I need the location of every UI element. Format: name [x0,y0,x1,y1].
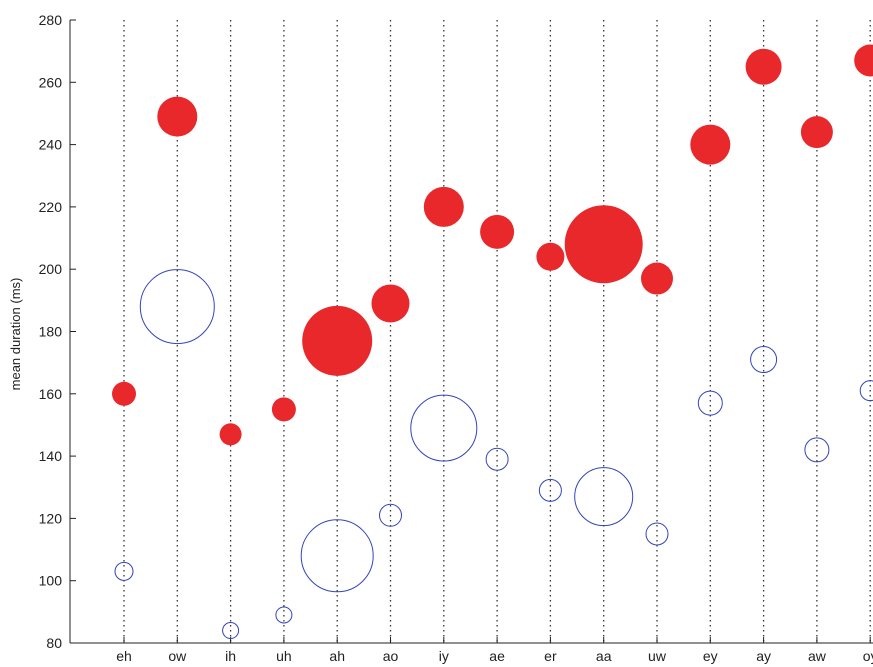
filled-circle-series [112,44,873,446]
x-axis-ticks: eh ow ih uh ah ao iy ae er aa uw ey ay aw oy [116,637,873,664]
open-bubble-ao [379,503,402,527]
filled-bubble-uw [641,262,673,295]
y-tick-label: 280 [39,12,63,28]
filled-bubble-ih [219,423,242,446]
x-tick-label-ah: ah [329,648,345,664]
filled-bubble-ay [745,48,782,85]
open-bubble-uw [645,522,669,546]
y-axis-ticks: 80 100 120 140 160 180 200 220 240 260 280 [39,12,76,651]
x-tick-label-aw: aw [808,648,827,664]
open-bubble-aa [574,467,634,527]
category-gridlines [123,20,871,643]
filled-bubble-aa [564,205,643,284]
y-tick-label: 260 [39,74,63,90]
open-bubble-er [538,478,562,502]
open-bubble-iy [410,394,478,462]
filled-bubble-ey [690,124,731,165]
y-tick-label: 160 [39,386,63,402]
filled-bubble-ah [302,305,373,376]
y-tick-label: 100 [39,573,63,589]
filled-bubble-uh [271,397,296,422]
open-bubble-ah [300,519,374,593]
open-bubble-aw [804,437,830,463]
filled-bubble-aw [800,116,833,149]
filled-bubble-er [536,242,565,271]
x-tick-label-uw: uw [648,648,667,664]
x-tick-label-eh: eh [116,648,132,664]
open-bubble-ae [485,447,509,471]
open-circle-series [114,269,873,640]
filled-bubble-eh [112,381,136,406]
filled-bubble-ow [157,96,198,137]
x-tick-label-er: er [544,648,557,664]
filled-bubble-ae [480,214,515,249]
y-axis-label: mean duration (ms) [8,278,23,391]
y-tick-label: 120 [39,510,63,526]
filled-bubble-oy [854,44,873,77]
filled-bubble-ao [371,284,410,323]
x-tick-label-ay: ay [756,648,771,664]
y-tick-label: 200 [39,261,63,277]
x-tick-label-ao: ao [383,648,399,664]
y-tick-label: 220 [39,199,63,215]
x-tick-label-ih: ih [225,648,236,664]
y-tick-label: 140 [39,448,63,464]
x-tick-label-oy: oy [863,648,873,664]
x-tick-label-uh: uh [276,648,292,664]
x-tick-label-ow: ow [168,648,187,664]
open-bubble-ey [697,390,723,416]
open-bubble-ih [222,622,240,640]
y-tick-label: 80 [46,635,62,651]
x-tick-label-aa: aa [596,648,612,664]
open-bubble-eh [114,561,134,581]
x-tick-label-ae: ae [489,648,505,664]
y-tick-label: 240 [39,137,63,153]
x-tick-label-ey: ey [703,648,718,664]
open-bubble-uh [275,606,293,624]
y-tick-label: 180 [39,324,63,340]
x-tick-label-iy: iy [439,648,449,664]
open-bubble-ow [139,269,215,345]
filled-bubble-iy [423,186,464,227]
open-bubble-oy [859,380,873,402]
open-bubble-ay [750,346,778,374]
